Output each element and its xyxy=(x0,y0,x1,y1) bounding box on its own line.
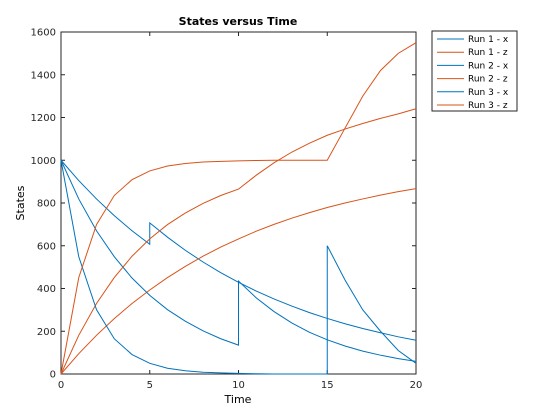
series-line-run-1-z xyxy=(60,188,417,375)
x-tick-label: 5 xyxy=(147,380,153,391)
x-axis-label: Time xyxy=(224,393,252,406)
chart-title: States versus Time xyxy=(179,15,298,28)
legend-label: Run 1 - z xyxy=(468,48,508,58)
legend-label: Run 1 - x xyxy=(468,35,509,45)
legend-label: Run 2 - z xyxy=(468,75,508,85)
y-tick-label: 800 xyxy=(37,199,56,210)
y-axis-ticks: 0 200 400 600 800 1000 1200 1400 1600 xyxy=(31,28,416,381)
legend-label: Run 2 - x xyxy=(468,61,509,71)
chart-legend: Run 1 - x Run 1 - z Run 2 - x Run 2 - z Run … xyxy=(431,30,518,112)
series-line-run-3-x xyxy=(60,160,417,375)
x-tick-label: 15 xyxy=(321,380,334,391)
y-tick-label: 1600 xyxy=(31,28,56,39)
legend-box xyxy=(431,30,518,112)
y-tick-label: 600 xyxy=(37,241,56,252)
y-tick-label: 1400 xyxy=(31,70,56,81)
y-tick-label: 1000 xyxy=(31,156,56,167)
series-line-run-1-x xyxy=(60,159,417,341)
y-tick-label: 0 xyxy=(50,370,56,381)
series-line-run-2-z xyxy=(60,108,417,375)
y-tick-label: 200 xyxy=(37,327,56,338)
y-tick-label: 400 xyxy=(37,284,56,295)
y-axis-label: States xyxy=(14,185,27,220)
x-axis-ticks: 0 5 10 15 20 xyxy=(58,32,423,391)
legend-label: Run 3 - x xyxy=(468,88,509,98)
data-series xyxy=(60,42,417,375)
x-tick-label: 10 xyxy=(232,380,245,391)
plot-area: 0 5 10 15 20 0 200 400 600 800 1000 1200 1400 1600 xyxy=(31,28,423,392)
x-tick-label: 20 xyxy=(410,380,423,391)
series-line-run-3-z xyxy=(60,42,417,375)
legend-label: Run 3 - z xyxy=(468,101,508,111)
legend-entries: Run 1 - x Run 1 - z Run 2 - x Run 2 - z Run … xyxy=(437,35,509,111)
x-tick-label: 0 xyxy=(58,380,64,391)
y-tick-label: 1200 xyxy=(31,113,56,124)
